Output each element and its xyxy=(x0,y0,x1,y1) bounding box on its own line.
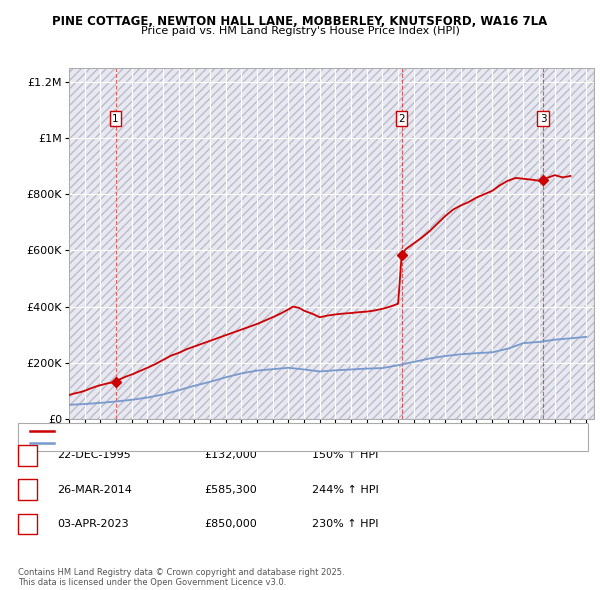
Text: 1: 1 xyxy=(112,114,119,124)
Text: £585,300: £585,300 xyxy=(204,485,257,494)
Text: HPI: Average price, semi-detached house, Cheshire East: HPI: Average price, semi-detached house,… xyxy=(57,439,311,448)
Text: 26-MAR-2014: 26-MAR-2014 xyxy=(57,485,132,494)
Text: 150% ↑ HPI: 150% ↑ HPI xyxy=(312,451,379,460)
Text: 03-APR-2023: 03-APR-2023 xyxy=(57,519,128,529)
Text: 1: 1 xyxy=(24,451,31,460)
Text: £850,000: £850,000 xyxy=(204,519,257,529)
Text: 230% ↑ HPI: 230% ↑ HPI xyxy=(312,519,379,529)
Text: 244% ↑ HPI: 244% ↑ HPI xyxy=(312,485,379,494)
Text: £132,000: £132,000 xyxy=(204,451,257,460)
Text: 22-DEC-1995: 22-DEC-1995 xyxy=(57,451,131,460)
Text: PINE COTTAGE, NEWTON HALL LANE, MOBBERLEY, KNUTSFORD, WA16 7LA (semi-detached ho: PINE COTTAGE, NEWTON HALL LANE, MOBBERLE… xyxy=(57,427,482,435)
Text: Contains HM Land Registry data © Crown copyright and database right 2025.
This d: Contains HM Land Registry data © Crown c… xyxy=(18,568,344,587)
Text: Price paid vs. HM Land Registry's House Price Index (HPI): Price paid vs. HM Land Registry's House … xyxy=(140,26,460,36)
Text: 3: 3 xyxy=(24,519,31,529)
Text: 3: 3 xyxy=(540,114,547,124)
Text: 2: 2 xyxy=(24,485,31,494)
Text: 2: 2 xyxy=(398,114,405,124)
Text: PINE COTTAGE, NEWTON HALL LANE, MOBBERLEY, KNUTSFORD, WA16 7LA: PINE COTTAGE, NEWTON HALL LANE, MOBBERLE… xyxy=(52,15,548,28)
